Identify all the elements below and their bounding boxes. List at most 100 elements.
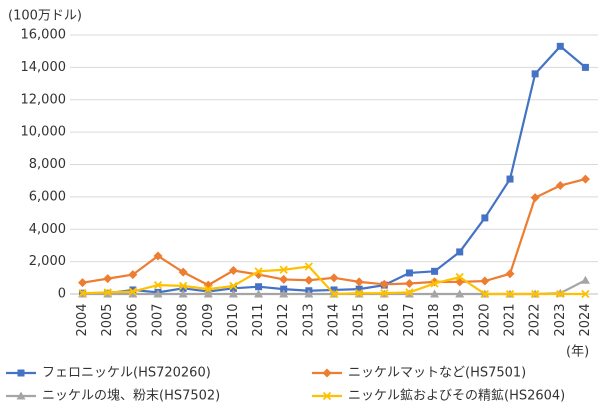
marker [354, 277, 364, 287]
marker [581, 289, 590, 299]
x-tick-label: 2012 [276, 303, 291, 336]
x-tick-label: 2006 [125, 303, 140, 336]
x-tick-label: 2007 [151, 303, 166, 336]
x-tick-label: 2015 [352, 303, 367, 336]
marker [355, 285, 363, 293]
y-tick-label: 14,000 [21, 60, 67, 75]
x-tick-label: 2016 [377, 303, 392, 336]
legend-label: フェロニッケル(HS720260) [42, 366, 211, 381]
marker [555, 181, 565, 191]
marker [329, 289, 339, 299]
marker [531, 70, 539, 78]
marker [280, 285, 288, 293]
marker [153, 289, 163, 298]
marker [254, 267, 263, 276]
marker [203, 289, 213, 298]
y-tick-label: 6,000 [29, 189, 66, 204]
marker [531, 289, 540, 299]
y-axis-label: (100万ドル) [8, 9, 82, 24]
marker [322, 368, 332, 378]
x-tick-label: 2004 [75, 303, 90, 336]
x-tick-label: 2009 [201, 303, 216, 336]
marker [279, 289, 289, 298]
x-axis-label: (年) [566, 345, 589, 360]
x-tick-label: 2023 [553, 303, 568, 336]
legend-label: ニッケルの塊、粉末(HS7502) [42, 388, 220, 404]
x-tick-label: 2014 [327, 303, 342, 336]
y-tick-label: 4,000 [29, 222, 66, 237]
y-tick-label: 12,000 [21, 92, 67, 107]
marker [481, 214, 489, 222]
marker [322, 391, 332, 401]
marker [255, 283, 263, 291]
x-tick-label: 2013 [301, 303, 316, 336]
marker [480, 289, 489, 299]
marker [304, 289, 314, 298]
x-tick-label: 2005 [100, 303, 115, 336]
y-tick-label: 0 [58, 287, 66, 302]
marker [405, 288, 414, 297]
marker [379, 279, 389, 289]
marker [304, 275, 314, 285]
legend-label: ニッケルマットなど(HS7501) [348, 366, 526, 381]
marker [128, 289, 138, 298]
x-tick-label: 2017 [402, 303, 417, 336]
marker [456, 248, 464, 256]
marker [405, 269, 413, 277]
marker [556, 42, 564, 50]
x-tick-label: 2022 [528, 303, 543, 336]
marker [153, 251, 163, 261]
marker [178, 289, 188, 298]
marker [279, 265, 288, 274]
marker [17, 369, 25, 377]
marker [581, 63, 589, 71]
x-tick-label: 2010 [226, 303, 241, 336]
marker [530, 193, 540, 203]
marker [78, 289, 87, 298]
marker [556, 289, 565, 299]
marker [178, 267, 188, 277]
x-tick-label: 2011 [251, 303, 266, 336]
marker [304, 262, 313, 271]
marker [580, 275, 590, 284]
marker [355, 289, 364, 298]
marker [580, 174, 590, 184]
marker [228, 266, 238, 276]
marker [179, 284, 187, 292]
y-tick-label: 16,000 [21, 28, 67, 43]
y-tick-label: 2,000 [29, 254, 66, 269]
marker [430, 279, 439, 288]
legend-label: ニッケル鉱およびその精鉱(HS2604) [348, 388, 565, 404]
marker [329, 273, 339, 283]
x-tick-label: 2021 [503, 303, 518, 336]
x-tick-label: 2020 [477, 303, 492, 336]
marker [128, 287, 137, 296]
marker [455, 272, 464, 282]
x-tick-label: 2019 [452, 303, 467, 336]
marker [279, 274, 289, 284]
x-tick-label: 2024 [578, 303, 593, 336]
marker [505, 289, 515, 299]
marker [103, 288, 112, 297]
x-tick-label: 2018 [427, 303, 442, 336]
x-tick-label: 2008 [176, 303, 191, 336]
marker [380, 289, 389, 298]
marker [153, 280, 163, 290]
marker [455, 289, 465, 298]
marker [431, 267, 439, 275]
marker [430, 289, 440, 298]
marker [404, 278, 414, 288]
marker [505, 269, 515, 279]
y-tick-label: 10,000 [21, 125, 67, 140]
marker [229, 281, 238, 291]
marker [204, 285, 213, 294]
marker [506, 175, 514, 183]
marker [480, 276, 490, 286]
marker [103, 274, 113, 284]
series-line [82, 178, 586, 287]
marker [229, 284, 237, 292]
marker [78, 278, 88, 288]
marker [228, 289, 238, 298]
marker [254, 289, 264, 298]
